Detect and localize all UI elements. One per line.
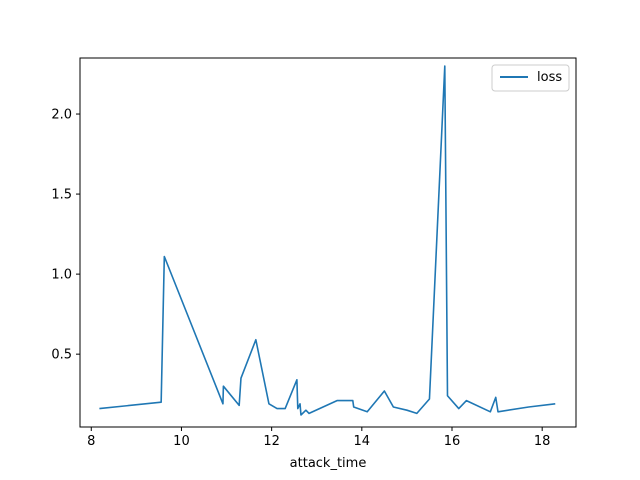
- axes-layer: [79, 57, 577, 428]
- x-tick-label: 14: [354, 434, 371, 449]
- legend-label-loss: loss: [537, 70, 562, 85]
- legend-box: [491, 64, 570, 92]
- data-point: [284, 408, 286, 410]
- data-point: [495, 397, 497, 399]
- data-point: [352, 400, 354, 402]
- data-point: [255, 339, 257, 341]
- data-point: [336, 400, 338, 402]
- plot-area: [80, 58, 576, 427]
- data-point: [393, 406, 395, 408]
- x-axis-ticks: 8 10 12 14 16 18: [87, 427, 550, 449]
- data-point: [160, 401, 162, 403]
- data-point: [554, 403, 556, 405]
- data-point: [300, 414, 302, 416]
- data-point: [222, 403, 224, 405]
- data-point: [528, 406, 530, 408]
- data-point: [297, 408, 299, 410]
- data-point: [305, 409, 307, 411]
- data-point: [268, 403, 270, 405]
- data-point: [99, 408, 101, 410]
- data-point: [296, 379, 298, 381]
- series-layer: [99, 65, 556, 416]
- legend: loss: [491, 64, 570, 92]
- data-point: [276, 408, 278, 410]
- x-tick-label: 10: [173, 434, 190, 449]
- data-point: [406, 409, 408, 411]
- data-point: [164, 256, 166, 258]
- series-line-loss: [99, 65, 556, 416]
- axes-frame: [79, 57, 577, 428]
- data-point: [490, 411, 492, 413]
- data-point: [447, 395, 449, 397]
- data-point: [429, 398, 431, 400]
- data-point: [353, 406, 355, 408]
- x-tick-label: 12: [263, 434, 280, 449]
- y-tick-label: 1.0: [51, 268, 72, 283]
- data-point: [366, 411, 368, 413]
- y-tick-label: 1.5: [51, 188, 72, 203]
- data-point: [444, 65, 446, 67]
- x-tick-label: 8: [87, 434, 95, 449]
- data-point: [497, 411, 499, 413]
- data-point: [416, 413, 418, 415]
- data-point: [308, 413, 310, 415]
- data-point: [238, 405, 240, 407]
- data-point: [458, 408, 460, 410]
- y-tick-label: 2.0: [51, 108, 72, 123]
- y-axis-ticks: 0.5 1.0 1.5 2.0: [51, 108, 80, 363]
- x-tick-label: 16: [444, 434, 461, 449]
- x-axis-label: attack_time: [290, 456, 367, 471]
- x-tick-label: 18: [534, 434, 551, 449]
- data-point: [299, 403, 301, 405]
- data-point: [466, 400, 468, 402]
- data-point: [240, 377, 242, 379]
- data-point: [384, 390, 386, 392]
- y-tick-label: 0.5: [51, 348, 72, 363]
- data-point: [223, 385, 225, 387]
